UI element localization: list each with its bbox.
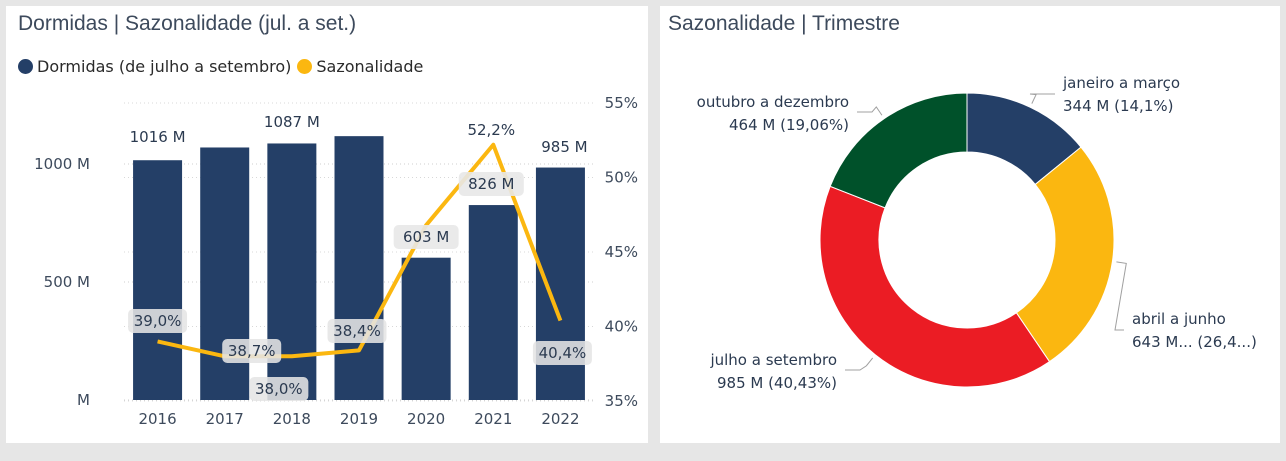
- line-data-label-2016: 39,0%: [134, 312, 182, 330]
- right-chart-title: Sazonalidade | Trimestre: [668, 12, 900, 35]
- bar-data-label-bg-2021: [458, 172, 524, 196]
- left-panel: Dormidas | Sazonalidade (jul. a set.) Do…: [6, 6, 648, 443]
- line-data-label-bg-2019: [327, 319, 387, 343]
- line-data-label-bg-2016: [128, 309, 188, 333]
- leader-line-julho-a-setembro: [845, 357, 874, 371]
- x-tick-label-2018: 2018: [273, 410, 311, 428]
- leader-line-janeiro-a-marco: [1029, 93, 1055, 104]
- leader-line-outubro-a-dezembro: [857, 106, 883, 116]
- bar-data-label-bg-2020: [393, 225, 459, 249]
- donut-slice-julho-a-setembro: [819, 185, 1051, 388]
- donut-chart: janeiro a março 344 M (14,1%) abril a junh…: [697, 74, 1257, 392]
- line-data-label-2021: 52,2%: [467, 121, 515, 139]
- bar-data-label-2021: 826 M: [468, 175, 514, 193]
- line-data-label-2018: 38,0%: [255, 380, 303, 398]
- x-tick-label-2016: 2016: [138, 410, 176, 428]
- slice-label-name-julho-a-setembro: julho a setembro: [709, 351, 837, 369]
- left-tick-label-0: M: [77, 391, 90, 409]
- legend-item-dormidas[interactable]: Dormidas (de julho a setembro): [18, 57, 291, 76]
- left-tick-label-2: 1000 M: [34, 155, 90, 173]
- bar-2021: [468, 205, 518, 400]
- bar-data-label-2018: 1087 M: [264, 113, 320, 131]
- bar-2020: [401, 257, 451, 400]
- x-tick-label-2020: 2020: [407, 410, 445, 428]
- line-data-label-bg-2022: [532, 341, 592, 365]
- left-chart-title: Dormidas | Sazonalidade (jul. a set.): [18, 12, 357, 35]
- bar-2019: [334, 136, 384, 401]
- bar-data-label-2022: 985 M: [541, 138, 587, 156]
- bar-2022: [535, 167, 585, 400]
- legend-label-sazonalidade: Sazonalidade: [316, 57, 424, 76]
- legend-label-dormidas: Dormidas (de julho a setembro): [37, 57, 292, 76]
- right-tick-label-3: 50%: [605, 169, 638, 187]
- line-data-label-bg-2017: [222, 339, 282, 363]
- line-data-label-bg-2018: [249, 377, 309, 401]
- right-tick-label-2: 45%: [605, 243, 638, 261]
- legend-dot-sazonalidade: [297, 59, 313, 74]
- right-tick-label-0: 35%: [605, 392, 638, 410]
- legend: Dormidas (de julho a setembro) Sazonalid…: [18, 57, 429, 76]
- x-tick-label-2021: 2021: [474, 410, 512, 428]
- line-data-label-2019: 38,4%: [333, 322, 381, 340]
- bar-data-label-2020: 603 M: [403, 228, 449, 246]
- combo-chart: M 500 M 1000 M 35% 40% 45% 50% 55% 2016 2017 2018 2…: [34, 94, 638, 428]
- slice-label-name-outubro-a-dezembro: outubro a dezembro: [697, 93, 849, 111]
- slice-label-name-janeiro-a-marco: janeiro a março: [1062, 74, 1180, 92]
- line-data-label-2017: 38,7%: [228, 342, 276, 360]
- x-tick-label-2022: 2022: [541, 410, 579, 428]
- legend-dot-dormidas: [18, 59, 33, 74]
- bar-data-label-2016: 1016 M: [130, 128, 186, 146]
- x-tick-label-2019: 2019: [340, 410, 378, 428]
- bar-2016: [133, 160, 183, 400]
- x-tick-label-2017: 2017: [206, 410, 244, 428]
- right-tick-label-4: 55%: [605, 94, 638, 112]
- slice-label-value-outubro-a-dezembro: 464 M (19,06%): [729, 116, 849, 134]
- line-data-label-2022: 40,4%: [539, 344, 587, 362]
- donut-slice-outubro-a-dezembro: [829, 92, 968, 209]
- legend-item-sazonalidade[interactable]: Sazonalidade: [297, 57, 423, 76]
- slice-label-value-abril-a-junho: 643 M... (26,4...): [1132, 333, 1257, 351]
- right-panel: Sazonalidade | Trimestre janeiro a março…: [660, 6, 1280, 443]
- left-tick-label-1: 500 M: [44, 273, 90, 291]
- leader-line-abril-a-junho: [1114, 261, 1127, 331]
- slice-label-value-julho-a-setembro: 985 M (40,43%): [717, 374, 837, 392]
- right-tick-label-1: 40%: [605, 318, 638, 336]
- slice-label-name-abril-a-junho: abril a junho: [1132, 310, 1226, 328]
- donut-slice-abril-a-junho: [1015, 146, 1115, 363]
- slice-label-value-janeiro-a-marco: 344 M (14,1%): [1063, 97, 1173, 115]
